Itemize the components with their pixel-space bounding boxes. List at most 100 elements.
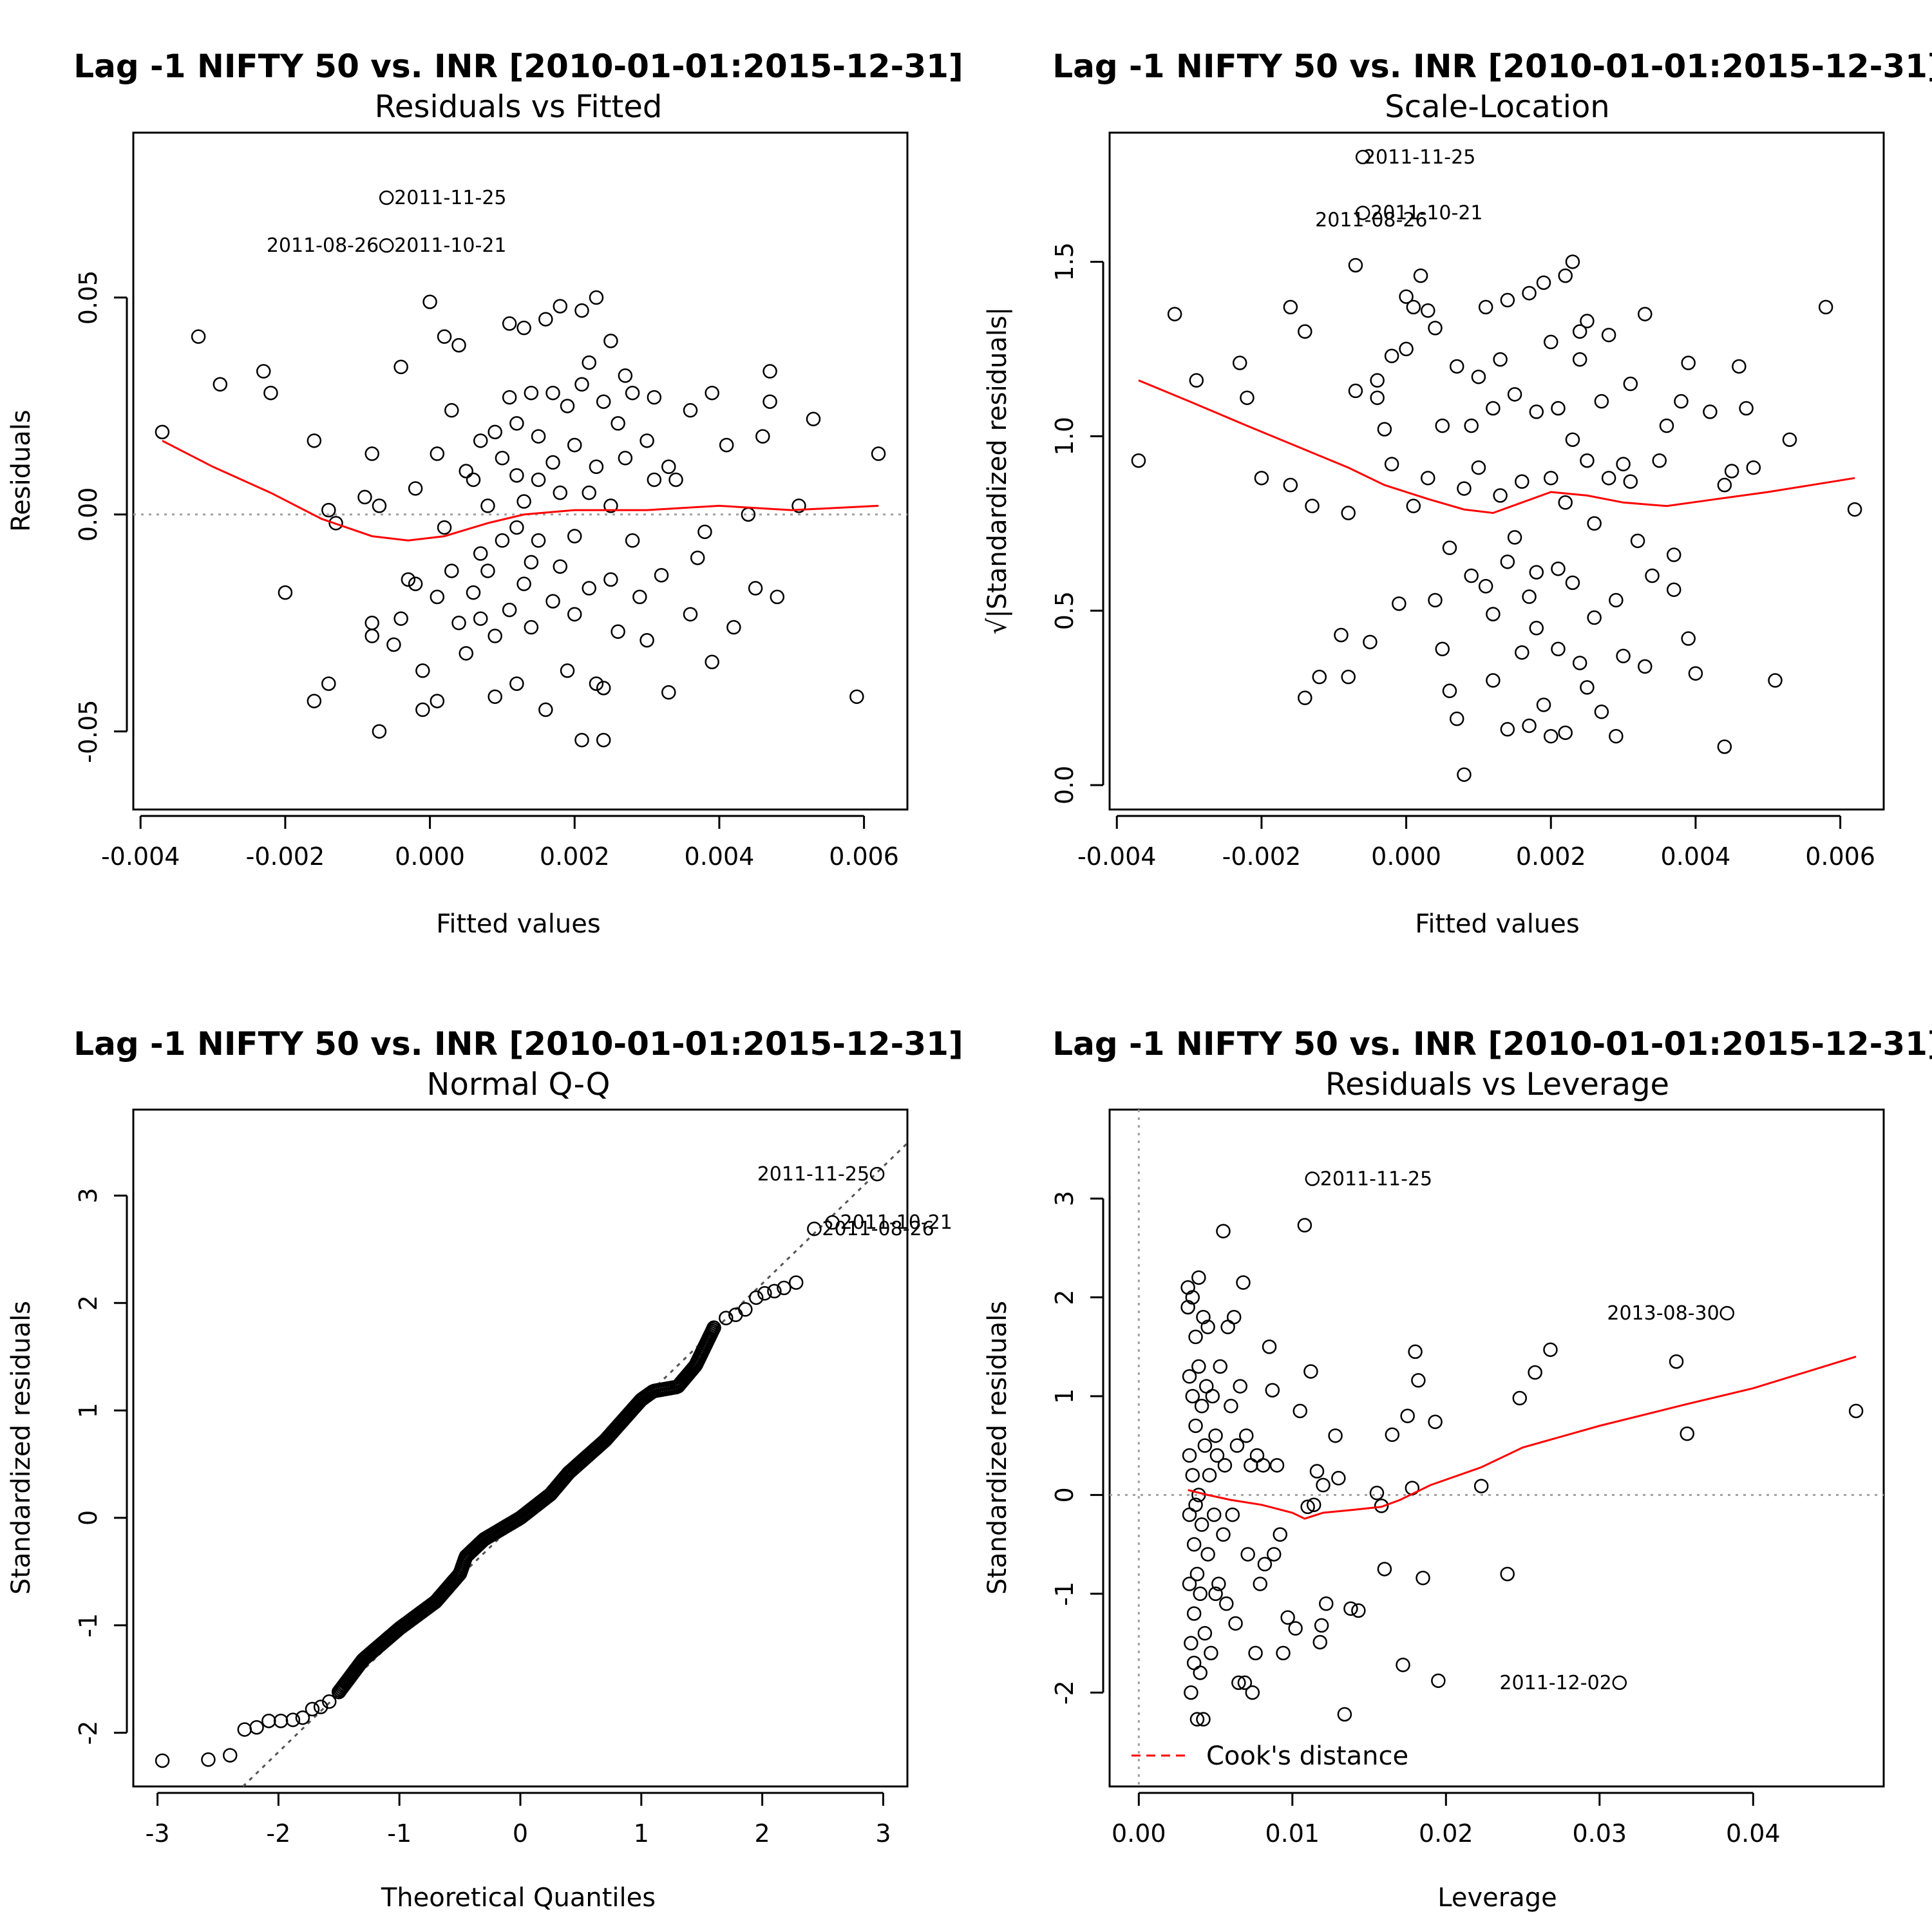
- rvl-data-point: [1186, 1537, 1202, 1552]
- rvf-outlier-label: 2011-11-25: [394, 187, 506, 209]
- sl-data-point: [1240, 390, 1255, 405]
- sl-data-point: [1457, 481, 1472, 496]
- qq-y-tick-label: -2: [74, 1721, 102, 1745]
- rvf-data-point: [538, 312, 553, 327]
- rvf-data-point: [545, 385, 560, 401]
- sl-data-point: [1572, 324, 1587, 339]
- rvl-y-tick-label: -1: [1050, 1582, 1079, 1606]
- rvl-data-point: [1185, 1388, 1200, 1404]
- sl-data-point: [1457, 767, 1472, 782]
- rvf-data-point: [647, 472, 662, 488]
- rvf-data-point: [596, 681, 611, 696]
- scale-location-panel: Lag -1 NIFTY 50 vs. INR [2010-01-01:2015…: [983, 48, 1932, 939]
- sl-data-point: [1421, 303, 1435, 318]
- sl-data-point: [1681, 355, 1696, 370]
- qq-y-tick-label: 3: [74, 1188, 102, 1203]
- cooks-distance-legend: Cook's distance: [1132, 1741, 1408, 1771]
- rvf-data-point: [553, 299, 568, 314]
- sl-x-tick-label: 0.006: [1805, 842, 1875, 871]
- sl-data-point: [1355, 205, 1370, 220]
- rvf-data-point: [509, 416, 524, 431]
- rvf-data-point: [639, 433, 654, 448]
- sl-data-point: [1500, 292, 1515, 308]
- rvl-data-point: [1196, 1712, 1211, 1727]
- rvf-data-point: [545, 455, 560, 470]
- rvf-data-point: [589, 676, 604, 691]
- rvl-data-point: [1400, 1408, 1415, 1423]
- sl-data-point: [1341, 669, 1356, 685]
- sl-data-point: [1666, 582, 1681, 597]
- sl-data-point: [1442, 540, 1457, 555]
- sl-data-point: [1486, 673, 1501, 688]
- rvl-data-point: [1312, 1634, 1327, 1650]
- rvf-data-point: [357, 489, 372, 505]
- rvf-y-tick-label: 0.05: [74, 270, 102, 325]
- rvf-data-point: [560, 663, 575, 678]
- qq-data-point: [295, 1710, 310, 1725]
- sl-data-point: [1421, 471, 1435, 486]
- rvf-x-tick-label: 0.006: [829, 842, 899, 871]
- sl-data-point: [1515, 474, 1530, 489]
- sl-data-point: [1630, 533, 1645, 549]
- rvl-data-point: [1229, 1438, 1245, 1453]
- sl-data-point: [1341, 506, 1356, 520]
- sl-data-point: [1616, 457, 1631, 471]
- residuals-vs-leverage-panel: Lag -1 NIFTY 50 vs. INR [2010-01-01:2015…: [983, 1025, 1932, 1913]
- rvl-data-point: [1208, 1428, 1223, 1443]
- qq-data-point: [748, 1290, 764, 1305]
- sl-data-point: [1565, 575, 1580, 591]
- rvf-data-point: [213, 377, 228, 392]
- rvl-data-point: [1224, 1399, 1238, 1414]
- sl-data-point: [1551, 561, 1566, 576]
- rvf-data-point: [307, 433, 322, 448]
- rvf-data-point: [437, 329, 452, 344]
- sl-data-point: [1601, 327, 1616, 343]
- sl-data-point: [1449, 711, 1464, 726]
- sl-data-point: [1580, 453, 1595, 468]
- qq-x-axis: -3 -2 -1 0 1 2 3: [146, 1792, 891, 1848]
- sl-data-point: [1558, 725, 1573, 741]
- qq-data-point: [719, 1311, 734, 1325]
- qq-data-point: [807, 1221, 822, 1236]
- rvl-data-point: [1500, 1566, 1515, 1582]
- rvl-data-point: [1206, 1507, 1222, 1522]
- rvl-data-point: [1385, 1427, 1400, 1443]
- rvl-data-point: [1213, 1359, 1227, 1374]
- rvf-data-point: [574, 303, 589, 318]
- rvf-data-point: [603, 334, 618, 348]
- rvf-data-point: [625, 385, 640, 401]
- rvf-data-point: [618, 368, 633, 383]
- qq-data-point: [825, 1215, 840, 1230]
- rvl-data-point: [1184, 1636, 1198, 1651]
- rvl-data-point: [1216, 1527, 1231, 1542]
- sl-data-point: [1355, 149, 1370, 165]
- sl-data-point: [1486, 607, 1501, 621]
- rvl-data-point: [1216, 1224, 1231, 1238]
- rvf-data-point: [661, 685, 676, 700]
- sl-y-axis: 0.0 0.5 1.0 1.5: [1050, 242, 1104, 804]
- rvf-data-point: [574, 377, 589, 392]
- rvl-data-point: [1314, 1618, 1329, 1633]
- rvl-data-point: [1182, 1369, 1197, 1384]
- rvl-x-tick-label: 0.02: [1419, 1819, 1473, 1848]
- rvf-data-point: [567, 437, 582, 453]
- qq-x-tick-label: 3: [875, 1819, 891, 1848]
- rvf-data-point: [422, 294, 437, 309]
- rvf-data-point: [386, 637, 401, 652]
- rvl-data-point: [1257, 1557, 1273, 1572]
- rvf-data-point: [393, 359, 408, 375]
- sl-x-tick-label: 0.004: [1661, 842, 1731, 871]
- rvl-data-point: [1188, 1418, 1203, 1434]
- sl-data-point: [1406, 498, 1421, 513]
- cooks-distance-legend-label: Cook's distance: [1206, 1741, 1408, 1771]
- rvf-data-point: [415, 663, 430, 678]
- sl-x-tick-label: -0.002: [1222, 842, 1302, 871]
- rvl-x-axis: 0.00 0.01 0.02 0.03 0.04: [1112, 1792, 1781, 1848]
- rvf-data-point: [502, 602, 517, 618]
- sl-y-tick-label: 0.5: [1050, 591, 1079, 630]
- sl-data-point: [1464, 568, 1479, 583]
- rvf-data-point: [473, 546, 488, 561]
- sl-x-tick-label: -0.004: [1077, 842, 1157, 871]
- qq-data-point: [305, 1701, 320, 1717]
